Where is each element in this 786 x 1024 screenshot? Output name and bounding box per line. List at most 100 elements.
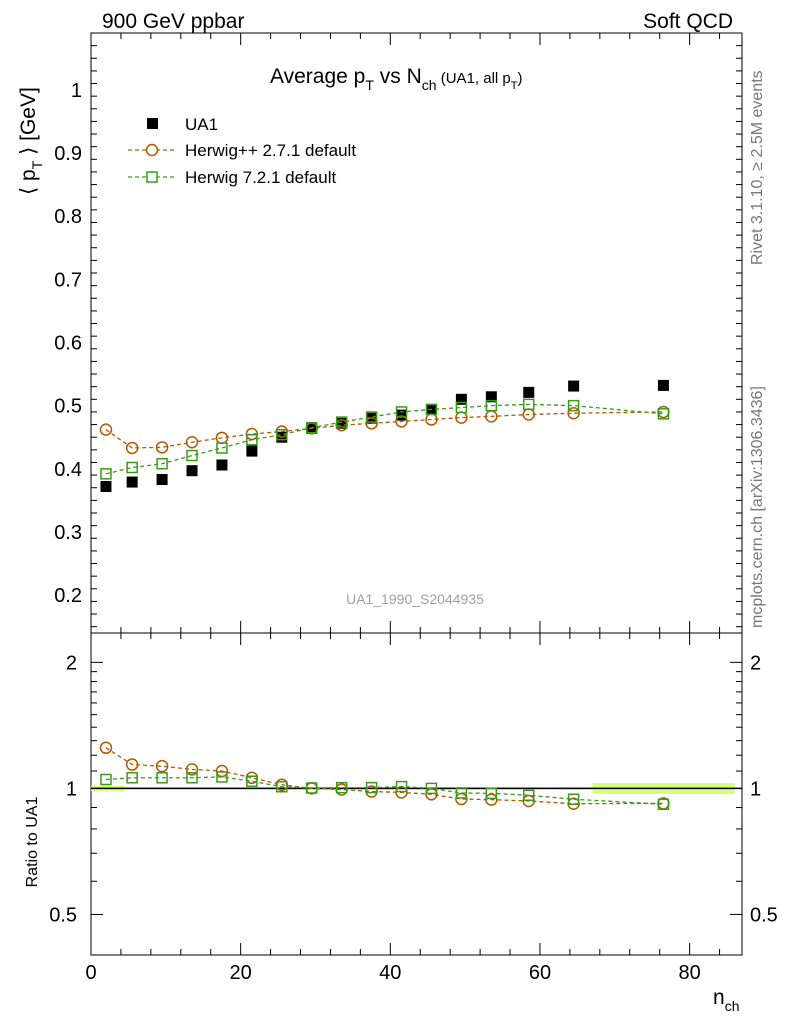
main-y-tick-label: 0.5: [54, 396, 82, 418]
main-plot-panel: 0.20.30.40.50.60.70.80.91 Average pT vs …: [17, 32, 743, 634]
ratio-herwigpp-point: [185, 763, 199, 776]
herwigpp-point: [99, 423, 113, 436]
main-series-line: [105, 411, 664, 449]
x-tick-label: 0: [85, 962, 96, 984]
ratio-y-tick-label-right: 0.5: [750, 904, 778, 926]
herwigpp-point: [125, 441, 139, 455]
ratio-y-tick-label: 1: [66, 778, 77, 800]
ratio-plot-frame: [90, 632, 743, 956]
ratio-y-tick-label: 0.5: [49, 904, 77, 926]
y-label-sub: T: [29, 160, 45, 169]
herwigpp-point: [155, 441, 169, 454]
legend-label-herwig7: Herwig 7.2.1 default: [185, 168, 336, 187]
ratio-y-axis: 0.5 0.5 1 1 2 2: [49, 652, 778, 956]
herwig7-point: [305, 421, 318, 434]
ua1-data-point: [657, 379, 669, 391]
ratio-reference-band: [91, 782, 742, 794]
ratio-plot-panel: 0.5 0.5 1 1 2 2 0 20 40 60 80 Ratio to UA1 nch: [24, 632, 778, 1014]
ua1-data-point: [523, 386, 535, 398]
herwig7-point: [186, 449, 198, 462]
legend-marker-herwig7: [146, 171, 158, 183]
herwig7-point: [246, 433, 258, 446]
plot-title-sub3: T: [511, 80, 518, 92]
plot-title-sub1: T: [365, 77, 374, 93]
herwig7-point: [276, 428, 288, 441]
ratio-y-tick-label-right: 2: [750, 652, 761, 674]
main-y-tick-label: 0.2: [54, 585, 82, 607]
ua1-data-point: [246, 445, 258, 457]
x-axis: 0 20 40 60 80: [85, 633, 721, 984]
ratio-herwig7-point: [335, 781, 348, 794]
ratio-herwig7-point: [246, 775, 258, 787]
plot-title-mid: vs N: [374, 65, 422, 88]
ratio-herwig7-point: [425, 782, 438, 795]
main-y-axis-label: ⟨ pT ⟩ [GeV]: [17, 87, 45, 195]
ratio-herwig7-point: [126, 772, 138, 784]
ratio-herwig7-point: [156, 772, 168, 784]
ua1-data-point: [216, 459, 228, 471]
x-tick-label: 20: [230, 962, 252, 984]
herwigpp-point: [395, 415, 408, 428]
plot-title-small: (UA1, all p: [437, 70, 511, 87]
mcplots-credit-label: mcplots.cern.ch [arXiv:1306.3436]: [749, 386, 766, 628]
ratio-herwig7-point: [186, 772, 198, 784]
ratio-herwig7-point: [100, 773, 112, 786]
legend-marker-herwigpp: [145, 143, 159, 157]
ratio-series-group: [99, 741, 670, 811]
legend-label-herwigpp: Herwig++ 2.7.1 default: [185, 141, 356, 160]
main-y-tick-label: 0.3: [54, 522, 82, 544]
herwig7-point: [425, 403, 438, 416]
herwigpp-point: [365, 417, 378, 430]
ua1-data-point: [396, 409, 408, 421]
x-tick-label: 60: [529, 962, 551, 984]
x-axis-label: nch: [713, 986, 739, 1014]
main-y-tick-label: 1: [71, 80, 82, 102]
ratio-herwigpp-point: [125, 758, 139, 771]
ratio-herwigpp-point: [215, 764, 229, 778]
ua1-data-point: [336, 417, 348, 429]
x-label-sub: ch: [725, 998, 740, 1014]
ratio-y-tick-label: 2: [66, 652, 77, 674]
plot-title-sub2: ch: [422, 77, 437, 93]
header-left-label: 900 GeV ppbar: [102, 10, 244, 33]
ratio-herwigpp-point: [425, 788, 438, 801]
ratio-herwig7-point: [305, 782, 318, 794]
herwigpp-point: [567, 406, 580, 420]
ua1-data-point: [455, 393, 467, 405]
herwig7-point: [657, 408, 670, 420]
plot-title: Average pT vs Nch (UA1, all pT): [270, 65, 523, 93]
ua1-data-point: [126, 476, 138, 488]
ua1-data-point: [100, 480, 112, 492]
ratio-herwigpp-point: [485, 793, 498, 806]
main-y-tick-label: 0.8: [54, 206, 82, 228]
ratio-herwig7-point: [395, 780, 408, 793]
x-tick-label: 40: [379, 962, 401, 984]
herwig7-point: [126, 461, 138, 474]
herwigpp-point: [185, 436, 199, 449]
main-series-line: [105, 403, 664, 475]
ratio-y-tick-label-right: 1: [750, 778, 761, 800]
ua1-data-point: [156, 474, 168, 486]
x-tick-label: 80: [678, 962, 700, 984]
ratio-series-line: [105, 747, 664, 805]
ratio-herwigpp-point: [99, 741, 113, 755]
x-label-main: n: [713, 986, 725, 1009]
ratio-series-line: [105, 776, 664, 805]
ua1-data-point: [186, 465, 198, 477]
legend-label-ua1: UA1: [185, 115, 218, 134]
ua1-data-point: [485, 391, 497, 403]
ratio-herwig7-point: [657, 798, 670, 811]
ua1-data-point: [568, 380, 580, 392]
header-right-label: Soft QCD: [643, 10, 733, 33]
herwig7-point: [335, 416, 348, 428]
herwig7-point: [485, 399, 498, 412]
ratio-y-axis-label: Ratio to UA1: [24, 797, 41, 888]
y-label-open: ⟨ p: [17, 169, 40, 195]
main-y-axis: 0.2 0.3 0.4 0.5 0.6 0.7 0.8 0.9 1: [54, 33, 742, 633]
main-y-tick-label: 0.6: [54, 332, 82, 354]
main-y-tick-label: 0.7: [54, 269, 82, 291]
herwig7-point: [455, 401, 468, 414]
ratio-herwig7-point: [216, 771, 228, 783]
herwig7-point: [395, 406, 408, 418]
